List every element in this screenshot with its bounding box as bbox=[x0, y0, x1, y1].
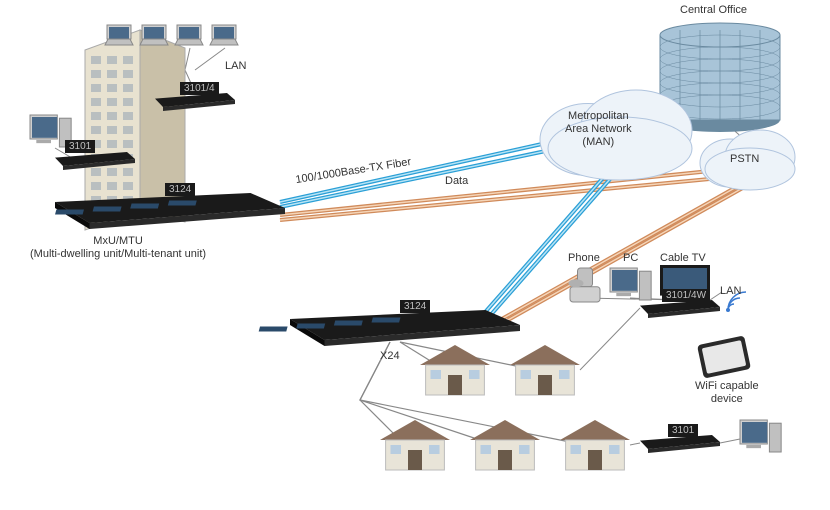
label-phone: Phone bbox=[568, 252, 600, 265]
label-man: Metropolitan Area Network (MAN) bbox=[565, 110, 632, 150]
label-pc: PC bbox=[623, 252, 638, 265]
label-mxu: MxU/MTU (Multi-dwelling unit/Multi-tenan… bbox=[30, 235, 206, 261]
device-3124-top: 3124 bbox=[165, 183, 195, 196]
label-wifi: WiFi capable device bbox=[695, 380, 759, 406]
label-fiber-data: Data bbox=[445, 175, 468, 188]
device-3101-4w: 3101/4W bbox=[662, 289, 710, 302]
label-x24: X24 bbox=[380, 350, 400, 363]
label-lan-right: LAN bbox=[720, 285, 741, 298]
label-cable-tv: Cable TV bbox=[660, 252, 706, 265]
device-3101-4: 3101/4 bbox=[180, 82, 219, 95]
label-pstn: PSTN bbox=[730, 153, 759, 166]
label-lan-top: LAN bbox=[225, 60, 246, 73]
label-central-office: Central Office bbox=[680, 4, 747, 17]
device-3124-bottom: 3124 bbox=[400, 300, 430, 313]
device-3101-top: 3101 bbox=[65, 140, 95, 153]
device-3101-bottom: 3101 bbox=[668, 424, 698, 437]
